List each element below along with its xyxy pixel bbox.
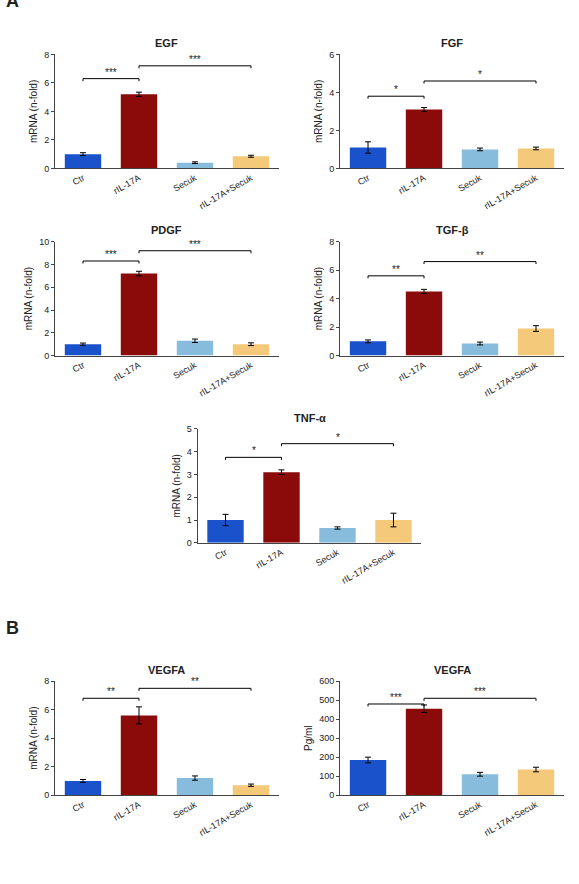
svg-text:rIL-17A: rIL-17A <box>112 799 143 822</box>
svg-text:2: 2 <box>44 135 49 145</box>
svg-text:500: 500 <box>319 695 334 705</box>
svg-text:3: 3 <box>187 470 192 480</box>
svg-text:mRNA (n-fold): mRNA (n-fold) <box>171 454 182 517</box>
svg-text:Ctr: Ctr <box>356 799 371 814</box>
svg-text:***: *** <box>105 67 117 78</box>
svg-text:***: *** <box>474 686 486 697</box>
svg-text:Pg/ml: Pg/ml <box>303 725 314 751</box>
svg-text:***: *** <box>189 54 201 65</box>
svg-text:6: 6 <box>44 78 49 88</box>
svg-text:200: 200 <box>319 752 334 762</box>
svg-text:mRNA (n-fold): mRNA (n-fold) <box>28 80 39 143</box>
svg-text:rIL-17A: rIL-17A <box>397 173 428 196</box>
svg-text:rIL-17A: rIL-17A <box>397 360 428 383</box>
svg-text:rIL-17A+Secuk: rIL-17A+Secuk <box>197 799 254 838</box>
svg-text:rIL-17A+Secuk: rIL-17A+Secuk <box>482 799 539 838</box>
svg-text:rIL-17A+Secuk: rIL-17A+Secuk <box>482 360 539 399</box>
svg-text:rIL-17A+Secuk: rIL-17A+Secuk <box>197 360 254 399</box>
svg-text:100: 100 <box>319 771 334 781</box>
svg-text:***: *** <box>390 692 402 703</box>
svg-text:0: 0 <box>44 351 49 361</box>
svg-text:4: 4 <box>44 305 49 315</box>
svg-text:Ctr: Ctr <box>71 799 86 814</box>
svg-text:mRNA (n-fold): mRNA (n-fold) <box>23 267 34 330</box>
svg-text:*: * <box>252 445 256 456</box>
svg-text:8: 8 <box>44 50 49 60</box>
svg-text:Secuk: Secuk <box>172 172 199 193</box>
svg-text:rIL-17A: rIL-17A <box>254 547 285 570</box>
svg-text:**: ** <box>191 676 199 687</box>
svg-text:Ctr: Ctr <box>71 360 86 375</box>
svg-text:2: 2 <box>44 762 49 772</box>
svg-text:Ctr: Ctr <box>356 173 371 188</box>
svg-text:2: 2 <box>329 126 334 136</box>
svg-text:2: 2 <box>187 492 192 502</box>
svg-text:Secuk: Secuk <box>172 360 199 381</box>
svg-text:4: 4 <box>44 733 49 743</box>
svg-text:**: ** <box>392 264 400 275</box>
svg-text:rIL-17A+Secuk: rIL-17A+Secuk <box>340 547 397 586</box>
svg-text:0: 0 <box>44 790 49 800</box>
svg-text:Secuk: Secuk <box>457 799 484 820</box>
svg-text:**: ** <box>107 686 115 697</box>
svg-text:mRNA (n-fold): mRNA (n-fold) <box>28 707 39 770</box>
svg-text:8: 8 <box>44 260 49 270</box>
svg-text:TGF-β: TGF-β <box>436 224 469 236</box>
svg-text:8: 8 <box>329 237 334 247</box>
svg-text:6: 6 <box>44 705 49 715</box>
svg-text:4: 4 <box>329 294 334 304</box>
svg-text:400: 400 <box>319 714 334 724</box>
svg-text:4: 4 <box>329 88 334 98</box>
svg-text:10: 10 <box>39 237 49 247</box>
svg-text:mRNA (n-fold): mRNA (n-fold) <box>313 267 324 330</box>
svg-text:rIL-17A+Secuk: rIL-17A+Secuk <box>482 172 539 211</box>
svg-text:6: 6 <box>329 265 334 275</box>
svg-text:4: 4 <box>44 107 49 117</box>
svg-text:0: 0 <box>329 351 334 361</box>
svg-text:0: 0 <box>329 790 334 800</box>
svg-text:0: 0 <box>187 538 192 548</box>
svg-text:Ctr: Ctr <box>213 547 228 562</box>
svg-text:EGF: EGF <box>155 37 178 49</box>
svg-text:rIL-17A: rIL-17A <box>397 799 428 822</box>
svg-text:6: 6 <box>44 282 49 292</box>
svg-text:Ctr: Ctr <box>356 360 371 375</box>
svg-text:*: * <box>478 69 482 80</box>
svg-text:6: 6 <box>329 50 334 60</box>
svg-text:rIL-17A: rIL-17A <box>112 173 143 196</box>
svg-text:Secuk: Secuk <box>314 547 341 568</box>
svg-text:Ctr: Ctr <box>71 173 86 188</box>
svg-text:8: 8 <box>44 676 49 686</box>
svg-text:300: 300 <box>319 733 334 743</box>
svg-text:A: A <box>6 0 19 11</box>
svg-text:VEGFA: VEGFA <box>434 664 471 676</box>
svg-text:Secuk: Secuk <box>457 360 484 381</box>
svg-text:4: 4 <box>187 447 192 457</box>
svg-text:2: 2 <box>329 322 334 332</box>
svg-text:***: *** <box>105 249 117 260</box>
svg-text:0: 0 <box>44 164 49 174</box>
svg-text:rIL-17A+Secuk: rIL-17A+Secuk <box>197 172 254 211</box>
svg-text:5: 5 <box>187 424 192 434</box>
svg-text:B: B <box>6 618 19 638</box>
svg-text:0: 0 <box>329 164 334 174</box>
svg-text:2: 2 <box>44 328 49 338</box>
svg-text:mRNA (n-fold): mRNA (n-fold) <box>313 80 324 143</box>
svg-text:VEGFA: VEGFA <box>148 664 185 676</box>
svg-text:*: * <box>394 84 398 95</box>
svg-text:FGF: FGF <box>441 37 463 49</box>
svg-text:1: 1 <box>187 515 192 525</box>
svg-text:***: *** <box>189 239 201 250</box>
svg-text:600: 600 <box>319 676 334 686</box>
svg-text:rIL-17A: rIL-17A <box>112 360 143 383</box>
svg-text:PDGF: PDGF <box>151 224 182 236</box>
svg-text:Secuk: Secuk <box>457 172 484 193</box>
svg-text:Secuk: Secuk <box>172 799 199 820</box>
svg-text:**: ** <box>476 250 484 261</box>
svg-text:TNF-α: TNF-α <box>294 412 326 424</box>
svg-text:*: * <box>336 432 340 443</box>
